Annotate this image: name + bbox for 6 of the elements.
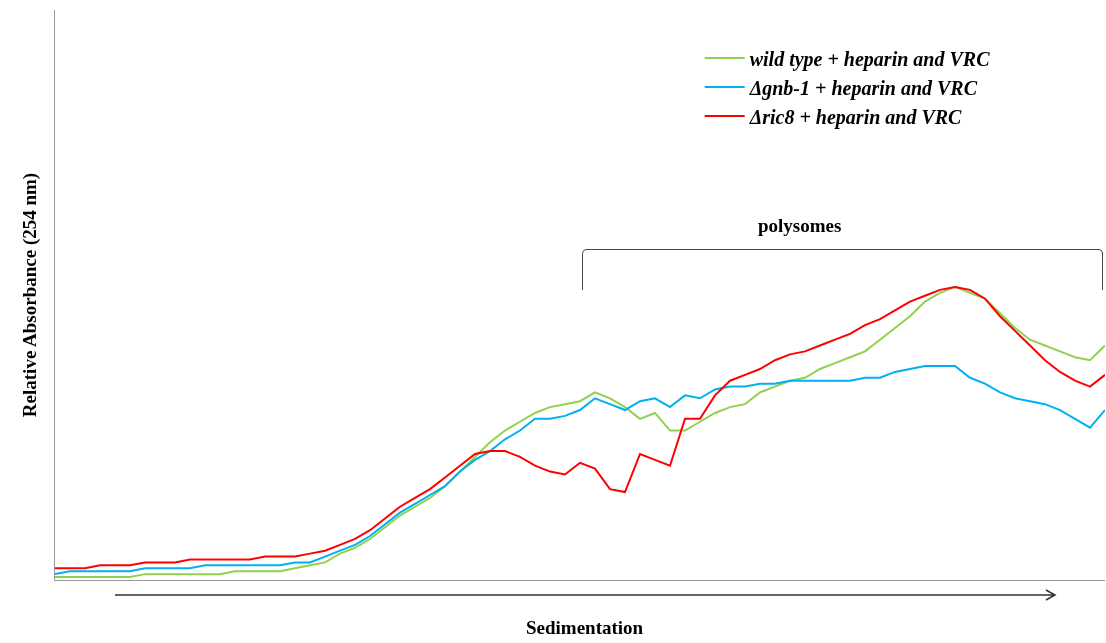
legend-label: Δgnb-1 + heparin and VRC (748, 76, 978, 100)
legend-label: Δric8 + heparin and VRC (748, 105, 963, 129)
x-axis-title: Sedimentation (526, 617, 644, 638)
y-axis-title: Relative Absorbance (254 nm) (18, 172, 41, 418)
legend-label: wild type + heparin and VRC (749, 47, 991, 71)
text: polysomes (758, 215, 842, 236)
